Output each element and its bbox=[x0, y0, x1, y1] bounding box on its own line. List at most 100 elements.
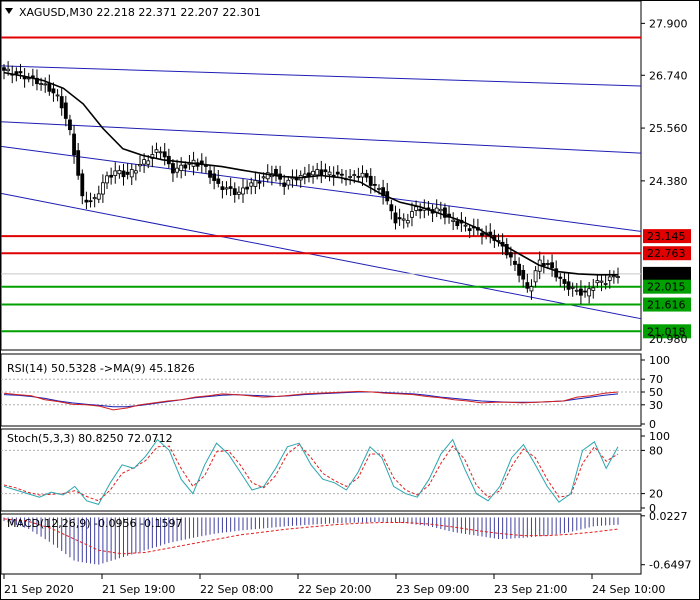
candle-body bbox=[109, 174, 114, 178]
stoch-lines bbox=[1, 438, 641, 505]
candle-body bbox=[513, 260, 517, 265]
candle-body bbox=[550, 262, 554, 269]
candle-body bbox=[208, 170, 212, 178]
candle-body bbox=[504, 243, 509, 256]
candle-body bbox=[162, 151, 167, 158]
macd-axis: 0.0227 -0.6497 bbox=[641, 510, 691, 572]
candle bbox=[253, 171, 258, 194]
candle-body bbox=[393, 212, 398, 224]
candle-body bbox=[389, 204, 394, 212]
rsi-lines bbox=[1, 378, 641, 411]
candle bbox=[348, 168, 353, 185]
candle bbox=[175, 159, 179, 178]
candle bbox=[125, 163, 130, 180]
candle bbox=[340, 168, 344, 184]
candle-body bbox=[125, 171, 130, 175]
support-price-label: 21.018 bbox=[647, 325, 686, 338]
candle bbox=[583, 285, 587, 298]
price-tick-label: 27.900 bbox=[649, 17, 688, 30]
resistance-price-label-bg bbox=[643, 246, 691, 261]
candle bbox=[117, 165, 122, 179]
channel-line bbox=[0, 145, 642, 232]
candle-body bbox=[245, 186, 250, 190]
current-price-label: 22.301 bbox=[647, 268, 686, 281]
candle bbox=[327, 166, 332, 182]
candle-body bbox=[414, 206, 418, 211]
candle bbox=[43, 77, 48, 93]
rsi-tick-label: 30 bbox=[649, 399, 663, 412]
support-price-label: 22.015 bbox=[647, 281, 686, 294]
candle bbox=[603, 274, 608, 290]
candle-body bbox=[554, 268, 559, 278]
candle bbox=[562, 271, 567, 291]
candle-body bbox=[183, 164, 188, 169]
rsi-panel[interactable] bbox=[0, 353, 642, 427]
candle bbox=[410, 202, 414, 227]
macd-title: MACD(12,26,9) -0.0956 -0.1597 bbox=[7, 517, 182, 530]
candle bbox=[59, 87, 64, 116]
candle bbox=[236, 186, 241, 200]
stoch-tick-label: 80 bbox=[649, 444, 663, 457]
candle-body bbox=[541, 263, 546, 266]
candle-body bbox=[327, 171, 332, 176]
candle bbox=[55, 89, 60, 102]
candle-body bbox=[508, 252, 513, 258]
candle-body bbox=[352, 174, 357, 177]
candle-body bbox=[6, 68, 11, 72]
candle bbox=[208, 165, 212, 184]
candle-body bbox=[216, 178, 221, 184]
candle-body bbox=[595, 280, 600, 284]
candle-body bbox=[63, 102, 68, 119]
resistance-price-label: 23.145 bbox=[647, 230, 686, 243]
candle bbox=[282, 174, 287, 195]
candle-body bbox=[377, 187, 381, 190]
candle bbox=[579, 280, 583, 305]
candle-body bbox=[35, 77, 39, 85]
candle bbox=[154, 142, 159, 159]
candle-body bbox=[224, 187, 229, 190]
candle-body bbox=[302, 173, 307, 177]
candle-body bbox=[68, 119, 72, 131]
candle bbox=[566, 273, 571, 296]
candle bbox=[401, 213, 406, 229]
time-tick-label: 23 Sep 21:00 bbox=[494, 583, 567, 596]
candle bbox=[232, 182, 237, 203]
stoch-panel[interactable] bbox=[0, 428, 642, 512]
candle bbox=[241, 179, 245, 203]
candle bbox=[364, 169, 369, 183]
macd-signal-line bbox=[3, 518, 619, 555]
candle-body bbox=[80, 173, 85, 197]
candle-body bbox=[410, 211, 414, 218]
candle-body bbox=[14, 71, 19, 75]
stoch-tick-label: 20 bbox=[649, 488, 663, 501]
rsi-tick-label: 70 bbox=[649, 373, 663, 386]
candle bbox=[570, 282, 575, 297]
candle bbox=[504, 238, 509, 259]
candle bbox=[179, 157, 184, 179]
candle bbox=[113, 162, 118, 184]
candle bbox=[356, 167, 361, 183]
candle bbox=[616, 267, 620, 284]
resistance-price-label: 22.763 bbox=[647, 247, 686, 260]
current-price-label-bg bbox=[643, 266, 691, 281]
candle-body bbox=[249, 182, 254, 187]
candle-body bbox=[335, 171, 340, 175]
candle bbox=[443, 203, 447, 225]
dropdown-arrow-icon[interactable] bbox=[5, 8, 13, 14]
candle bbox=[595, 274, 600, 288]
candle-body bbox=[616, 276, 620, 278]
candle-body bbox=[562, 279, 567, 284]
candle-body bbox=[570, 286, 575, 289]
candle bbox=[2, 64, 6, 80]
candle-body bbox=[154, 149, 159, 153]
candle-body bbox=[55, 94, 60, 97]
price-tick-label: 24.380 bbox=[649, 175, 688, 188]
candle bbox=[335, 165, 340, 178]
candle bbox=[389, 199, 394, 220]
time-tick-label: 22 Sep 20:00 bbox=[298, 583, 371, 596]
rsi-tick-label: 0 bbox=[649, 418, 656, 431]
candle-body bbox=[265, 172, 270, 180]
support-price-label-bg bbox=[643, 297, 691, 312]
